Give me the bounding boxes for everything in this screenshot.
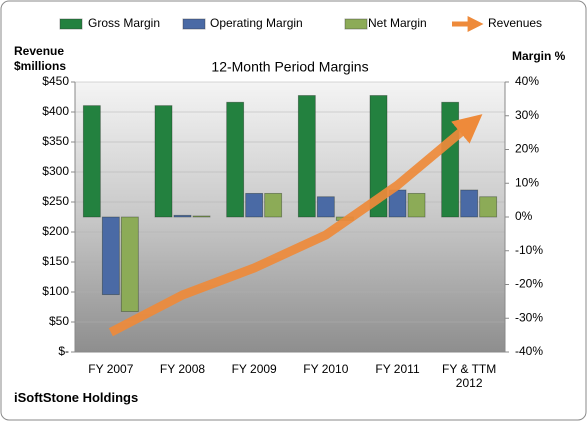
bar xyxy=(192,215,211,218)
bar xyxy=(264,192,283,218)
bar xyxy=(226,101,245,218)
x-tick-label: FY 2011 xyxy=(375,362,420,376)
y-tick-label: $150 xyxy=(42,254,69,268)
x-tick-label: FY 2010 xyxy=(303,362,349,376)
y-tick-label: $- xyxy=(58,344,69,358)
y-tick-label: $450 xyxy=(42,74,69,88)
revenue-arrow xyxy=(108,114,483,337)
bar xyxy=(369,95,388,218)
x-tick-label: FY 2007 xyxy=(88,362,134,376)
y2-axis-label: Margin % xyxy=(512,49,566,63)
y2-tick-label: 0% xyxy=(515,209,533,223)
footer: iSoftStone Holdings xyxy=(14,390,139,405)
y-tick-label: $100 xyxy=(42,284,69,298)
y2-tick-label: 40% xyxy=(515,74,539,88)
bar xyxy=(101,216,120,296)
bar xyxy=(120,216,139,312)
y2-tick-label: -30% xyxy=(515,310,543,324)
y-tick-label: $200 xyxy=(42,224,69,238)
chart-title: 12-Month Period Margins xyxy=(211,59,368,75)
legend-label: Operating Margin xyxy=(210,16,303,30)
bar xyxy=(245,192,264,218)
legend-swatch xyxy=(59,18,83,30)
x-tick-label: FY 2009 xyxy=(231,362,277,376)
bar xyxy=(297,95,316,218)
y2-tick-label: -10% xyxy=(515,243,543,257)
y2-tick-label: 20% xyxy=(515,142,539,156)
y2-tick-label: -40% xyxy=(515,344,543,358)
bar xyxy=(407,192,426,218)
legend-swatch xyxy=(344,18,368,30)
bar xyxy=(316,196,335,218)
x-tick-label: FY & TTM 2012 xyxy=(442,362,497,390)
y-tick-label: $350 xyxy=(42,134,69,148)
bar xyxy=(479,196,498,218)
plot-area xyxy=(75,82,505,352)
y-tick-label: $300 xyxy=(42,164,69,178)
bar xyxy=(460,189,479,218)
y2-tick-label: 30% xyxy=(515,108,539,122)
legend-item: Net Margin xyxy=(344,16,427,30)
bar xyxy=(441,101,460,218)
y-tick-label: $400 xyxy=(42,104,69,118)
legend-item: Operating Margin xyxy=(182,16,303,30)
legend-swatch xyxy=(182,18,206,30)
y2-tick-label: -20% xyxy=(515,277,543,291)
x-tick-label: FY 2008 xyxy=(159,362,206,376)
y2-tick-label: 10% xyxy=(515,175,539,189)
y-tick-label: $250 xyxy=(42,194,69,208)
legend-item: Revenues xyxy=(452,15,542,33)
bar xyxy=(82,105,101,218)
legend-item: Gross Margin xyxy=(59,16,160,30)
legend-label: Gross Margin xyxy=(88,16,160,30)
y-axis-label: Revenue $millions xyxy=(14,44,67,73)
legend-label: Net Margin xyxy=(368,16,427,30)
legend-label: Revenues xyxy=(488,16,542,30)
y-tick-label: $50 xyxy=(49,314,69,328)
bar xyxy=(173,214,192,218)
bar xyxy=(154,105,173,218)
